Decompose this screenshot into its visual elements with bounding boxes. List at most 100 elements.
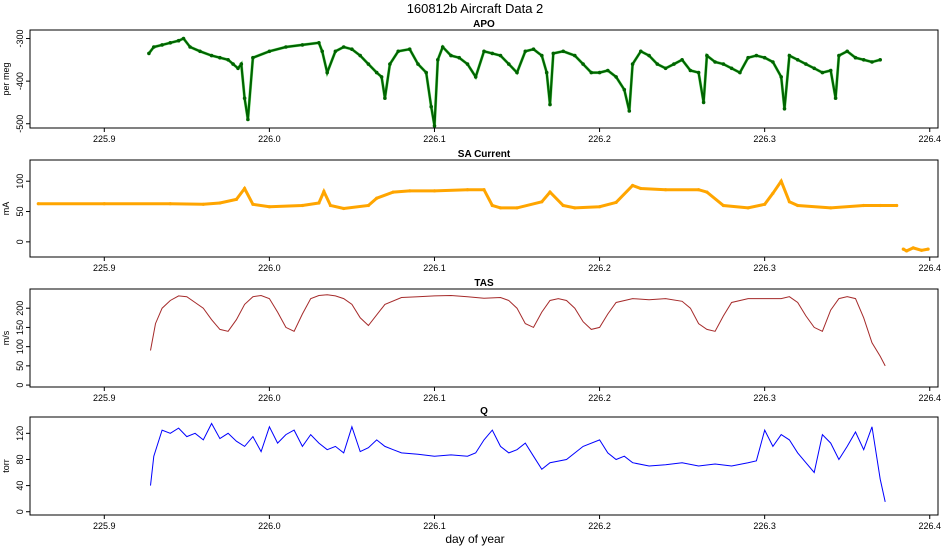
x-tick-label: 226.4 — [918, 521, 941, 531]
data-point — [787, 53, 792, 58]
data-point — [895, 203, 899, 208]
y-tick-label: 100 — [15, 174, 25, 189]
y-tick-label: -400 — [15, 72, 25, 90]
y-tick-label: 150 — [15, 320, 25, 335]
data-point — [209, 53, 214, 58]
y-axis-label: torr — [1, 459, 11, 473]
data-point — [429, 104, 434, 109]
x-tick-label: 226.1 — [423, 263, 446, 273]
data-point — [672, 62, 676, 66]
x-tick-label: 226.2 — [588, 134, 611, 144]
data-point — [515, 206, 519, 210]
data-point — [328, 203, 333, 208]
data-point — [515, 70, 519, 75]
panels-group: APO per meg 225.9 226.0 226.1 226.2 226.3 226.4… — [1, 19, 941, 531]
chart-title: 160812b Aircraft Data 2 — [407, 1, 544, 16]
data-point — [820, 70, 825, 75]
data-point — [598, 205, 602, 209]
series-trace — [148, 37, 881, 127]
data-point — [829, 206, 833, 210]
data-point — [379, 75, 384, 79]
data-point — [242, 96, 247, 100]
y-tick-label: 200 — [15, 301, 25, 316]
data-point — [845, 49, 849, 54]
x-tick-label: 226.4 — [918, 393, 941, 403]
data-point — [573, 206, 577, 210]
data-point — [325, 70, 330, 75]
data-point — [647, 53, 651, 58]
x-tick-label: 226.1 — [423, 134, 446, 144]
data-point — [482, 49, 486, 54]
data-point — [424, 70, 429, 75]
data-point — [837, 53, 841, 58]
data-point — [236, 66, 240, 71]
data-point — [697, 188, 701, 192]
data-point — [160, 43, 164, 47]
data-point — [812, 66, 816, 71]
plot-frame — [29, 159, 939, 258]
data-point — [870, 60, 874, 64]
data-point — [639, 186, 643, 191]
data-point — [374, 70, 379, 75]
data-point — [482, 188, 486, 192]
y-tick-label: 100 — [15, 339, 25, 354]
data-point — [396, 49, 401, 54]
data-point — [490, 51, 495, 56]
data-point — [234, 197, 238, 201]
data-point — [664, 188, 668, 192]
data-point — [729, 66, 734, 71]
data-point — [246, 117, 250, 122]
x-tick-label: 226.4 — [918, 134, 941, 144]
data-point — [416, 62, 420, 66]
data-point — [627, 109, 632, 113]
data-point — [284, 45, 288, 49]
data-point — [561, 49, 565, 54]
x-tick-label: 226.1 — [423, 521, 446, 531]
data-point — [548, 190, 552, 194]
data-point — [746, 206, 750, 210]
data-point — [548, 102, 552, 107]
data-point — [251, 55, 255, 60]
data-point — [251, 202, 255, 206]
y-axis-label: m/s — [1, 330, 11, 345]
data-point — [804, 62, 808, 66]
data-point — [926, 247, 930, 251]
panel-tas: TAS m/s 225.9 226.0 226.1 226.2 226.3 226.4 0 50 1… — [1, 278, 941, 403]
data-point — [779, 75, 783, 79]
y-tick-label: 0 — [15, 239, 25, 244]
data-point — [763, 202, 767, 206]
data-point — [721, 62, 726, 66]
data-point — [861, 58, 866, 62]
data-point — [589, 70, 594, 75]
x-tick-label: 226.0 — [258, 521, 281, 531]
series-trace — [38, 178, 897, 211]
data-point — [561, 203, 565, 208]
x-tick-label: 226.0 — [258, 263, 281, 273]
data-point — [614, 200, 618, 204]
data-point — [833, 96, 838, 100]
data-point — [531, 47, 536, 51]
data-point — [655, 62, 660, 66]
data-point — [631, 183, 635, 188]
x-tick-label: 225.9 — [93, 521, 116, 531]
data-point — [746, 55, 750, 60]
panel-title: APO — [473, 19, 495, 30]
data-point — [762, 55, 767, 60]
plot-frame — [29, 416, 939, 516]
data-point — [862, 203, 866, 208]
data-point — [375, 196, 379, 200]
data-point — [782, 107, 787, 111]
data-point — [465, 62, 470, 66]
x-tick-label: 226.2 — [588, 521, 611, 531]
data-point — [366, 203, 370, 208]
data-point — [391, 190, 395, 194]
data-point — [853, 55, 858, 60]
data-point — [795, 58, 800, 62]
x-tick-label: 226.3 — [753, 521, 776, 531]
y-tick-label: -500 — [15, 115, 25, 133]
data-point — [581, 62, 585, 66]
data-point — [771, 191, 775, 195]
data-point — [181, 36, 186, 41]
plot-frame — [29, 29, 939, 129]
